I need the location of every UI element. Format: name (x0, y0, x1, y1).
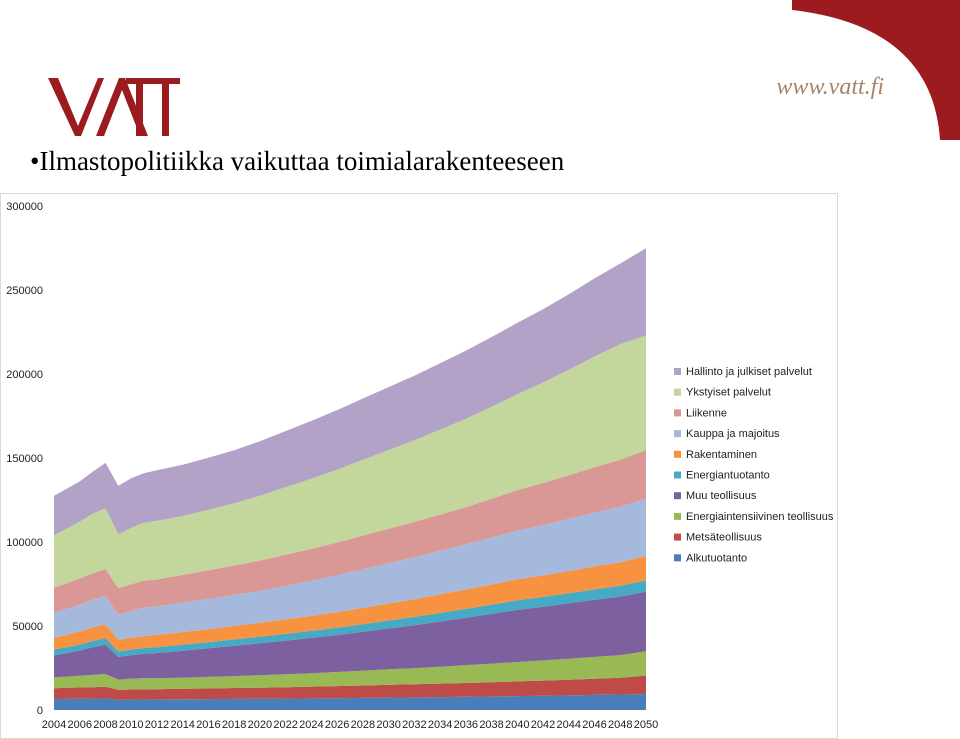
x-tick-label: 2018 (222, 719, 246, 731)
area-series-8 (54, 335, 646, 589)
legend-label: Hallinto ja julkiset palvelut (686, 366, 812, 378)
x-tick-label: 2042 (531, 719, 555, 731)
legend-label: Kauppa ja majoitus (686, 428, 780, 440)
x-tick-label: 2044 (557, 719, 581, 731)
legend: Hallinto ja julkiset palvelut Ykstyiset p… (674, 366, 834, 564)
x-tick-label: 2050 (634, 719, 658, 731)
legend-swatch (674, 512, 681, 520)
legend-label: Liikenne (686, 407, 727, 419)
area-series-7 (54, 450, 646, 615)
area-series-5 (54, 555, 646, 652)
vatt-logo (48, 78, 180, 136)
x-tick-label: 2028 (351, 719, 375, 731)
area-series-4 (54, 580, 646, 657)
legend-label: Energiantuotanto (686, 470, 770, 482)
x-tick-label: 2038 (479, 719, 503, 731)
x-tick-label: 2022 (273, 719, 297, 731)
y-axis: 0 50000 100000 150000 200000 250000 300000 (6, 201, 43, 717)
legend-label: Energiaintensiivinen teollisuus (686, 511, 834, 523)
x-tick-label: 2004 (42, 719, 66, 731)
y-tick-label: 250000 (6, 285, 43, 297)
legend-label: Metsäteollisuus (686, 532, 762, 544)
x-tick-label: 2034 (428, 719, 452, 731)
x-tick-label: 2024 (299, 719, 323, 731)
legend-swatch (674, 368, 681, 375)
legend-label: Alkutuotanto (686, 552, 747, 564)
legend-swatch (674, 533, 681, 541)
legend-swatch (674, 430, 681, 438)
area-series-1 (54, 675, 646, 700)
legend-swatch (674, 409, 681, 417)
x-axis: 2004 2006 2008 2010 2012 2014 2016 2018 2020 2022… (42, 719, 658, 731)
x-tick-label: 2026 (325, 719, 349, 731)
x-tick-label: 2016 (196, 719, 220, 731)
x-tick-label: 2030 (376, 719, 400, 731)
y-tick-label: 150000 (6, 453, 43, 465)
x-tick-label: 2046 (582, 719, 606, 731)
legend-swatch (674, 492, 681, 500)
area-series-9 (54, 248, 646, 536)
x-tick-label: 2020 (248, 719, 272, 731)
area-series-2 (54, 651, 646, 690)
legend-swatch (674, 554, 681, 562)
area-series-0 (54, 694, 646, 710)
y-tick-label: 0 (37, 705, 43, 717)
legend-swatch (674, 471, 681, 479)
x-tick-label: 2006 (67, 719, 91, 731)
legend-swatch (674, 450, 681, 458)
x-tick-label: 2036 (454, 719, 478, 731)
area-series-6 (54, 498, 646, 640)
y-tick-label: 300000 (6, 201, 43, 213)
area-series-group (54, 248, 646, 710)
area-series-3 (54, 591, 646, 680)
x-tick-label: 2032 (402, 719, 426, 731)
x-tick-label: 2008 (93, 719, 117, 731)
legend-label: Muu teollisuus (686, 490, 757, 502)
y-tick-label: 200000 (6, 369, 43, 381)
header-decoration (792, 0, 960, 140)
legend-label: Ykstyiset palvelut (686, 387, 771, 399)
slide-title: •Ilmastopolitiikka vaikuttaa toimialarak… (30, 146, 565, 176)
x-tick-label: 2014 (170, 719, 194, 731)
legend-label: Rakentaminen (686, 449, 757, 461)
x-tick-label: 2010 (119, 719, 143, 731)
x-tick-label: 2040 (505, 719, 529, 731)
site-url[interactable]: www.vatt.fi (776, 74, 884, 100)
y-tick-label: 50000 (12, 621, 43, 633)
x-tick-label: 2012 (145, 719, 169, 731)
y-tick-label: 100000 (6, 537, 43, 549)
legend-swatch (674, 388, 681, 396)
x-tick-label: 2048 (608, 719, 632, 731)
